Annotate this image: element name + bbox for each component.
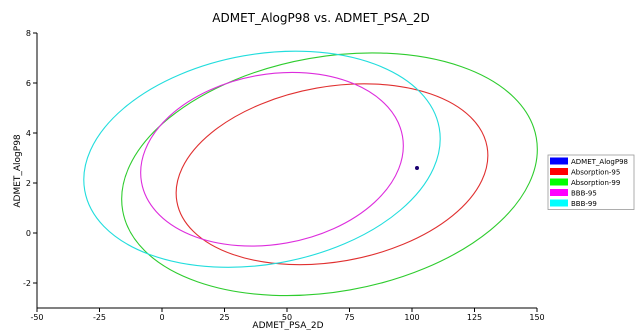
ellipse-bbb-99 — [83, 50, 441, 268]
ellipse-absorption-95 — [175, 83, 489, 266]
legend-swatch-absorption-95 — [550, 168, 568, 175]
confidence-ellipses — [83, 50, 538, 297]
data-points — [415, 166, 419, 170]
y-tick-label: 2 — [26, 179, 31, 188]
x-tick-label: -25 — [93, 313, 106, 322]
y-tick-label: 8 — [26, 29, 31, 38]
y-tick-label: 0 — [26, 229, 31, 238]
x-tick-label: -50 — [30, 313, 43, 322]
legend-label: Absorption-95 — [571, 169, 620, 177]
x-axis-label: ADMET_PSA_2D — [252, 321, 323, 330]
axes: -2 0 2 4 6 8 -50 -25 0 25 50 75 100 125 150 — [23, 29, 545, 322]
x-tick-label: 50 — [282, 313, 292, 322]
chart-title: ADMET_AlogP98 vs. ADMET_PSA_2D — [212, 11, 429, 25]
x-tick-label: 75 — [344, 313, 354, 322]
y-tick-label: 6 — [26, 79, 31, 88]
ellipse-absorption-99 — [121, 52, 538, 297]
ellipse-bbb-95 — [140, 71, 404, 247]
legend-label: Absorption-99 — [571, 179, 620, 187]
legend-swatch-bbb-99 — [550, 199, 568, 207]
legend: ADMET_AlogP98 Absorption-95 Absorption-99 B… — [547, 154, 635, 210]
x-tick-label: 150 — [529, 313, 544, 322]
legend-swatch-absorption-99 — [550, 178, 568, 186]
x-tick-label: 125 — [467, 313, 482, 322]
legend-swatch-bbb-95 — [550, 189, 568, 196]
legend-label: ADMET_AlogP98 — [571, 158, 628, 166]
legend-label: BBB-99 — [571, 200, 597, 208]
y-tick-label: -2 — [23, 279, 31, 288]
y-axis-label: ADMET_AlogP98 — [13, 134, 23, 208]
x-tick-label: 100 — [404, 313, 419, 322]
data-point-0 — [415, 166, 419, 170]
y-tick-label: 4 — [26, 129, 31, 138]
x-tick-label: 0 — [159, 313, 164, 322]
legend-swatch-admet_alogp98 — [550, 157, 568, 165]
x-tick-label: 25 — [219, 313, 229, 322]
legend-label: BBB-95 — [571, 190, 597, 198]
